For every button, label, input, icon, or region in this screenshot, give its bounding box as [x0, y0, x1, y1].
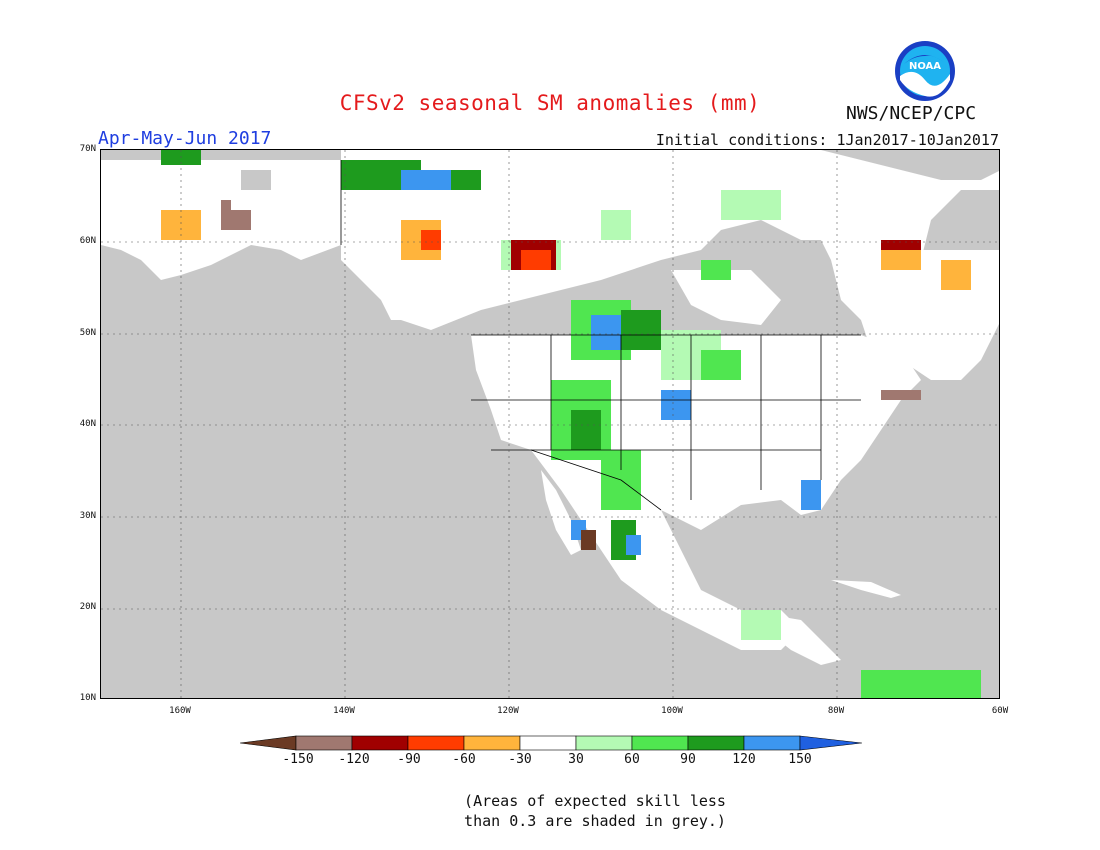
lat-label: 10N: [79, 693, 96, 703]
colorbar-label: 90: [680, 752, 696, 767]
colorbar-segment: [687, 735, 745, 751]
colorbar-segment: [631, 735, 689, 751]
lat-label: 30N: [79, 511, 96, 521]
lon-label: 100W: [661, 706, 683, 716]
colorbar-segment: [743, 735, 801, 751]
colorbar-label: 120: [732, 752, 756, 767]
colorbar-arrow-right: [799, 735, 863, 751]
political-borders: [340, 160, 861, 511]
lat-label: 50N: [79, 328, 96, 338]
skill-note-line1: (Areas of expected skill less: [464, 792, 726, 810]
lat-label: 40N: [79, 419, 96, 429]
colorbar-label: 150: [788, 752, 812, 767]
lat-label: 20N: [79, 602, 96, 612]
colorbar-label: -120: [338, 752, 370, 767]
map-canvas: [101, 150, 999, 698]
colorbar-svg: [239, 735, 863, 751]
lat-label: 70N: [79, 144, 96, 154]
colorbar-label: 30: [568, 752, 584, 767]
colorbar-segment: [295, 735, 353, 751]
colorbar-label: -60: [452, 752, 476, 767]
noaa-logo: NOAA: [894, 40, 956, 102]
land-mexico: [531, 450, 801, 650]
chart-title: CFSv2 seasonal SM anomalies (mm): [339, 91, 761, 115]
land-canada-north: [341, 150, 999, 330]
colorbar-label: 60: [624, 752, 640, 767]
land-greenland: [821, 150, 999, 180]
colorbar-segment: [463, 735, 521, 751]
colorbar-segment: [407, 735, 465, 751]
land-cuba: [831, 580, 901, 598]
logo-text: NOAA: [909, 61, 941, 72]
land-hudson-bay: [671, 270, 781, 325]
colorbar-label: -30: [508, 752, 532, 767]
initial-conditions: Initial conditions: 1Jan2017-10Jan2017: [655, 131, 999, 149]
colorbar-segment: [351, 735, 409, 751]
colorbar: [239, 733, 863, 753]
lon-label: 140W: [333, 706, 355, 716]
forecast-period: Apr-May-Jun 2017: [98, 128, 272, 149]
skill-note-line2: than 0.3 are shaded in grey.): [464, 812, 726, 830]
lon-label: 160W: [169, 706, 191, 716]
colorbar-segment: [575, 735, 633, 751]
colorbar-label: -150: [282, 752, 314, 767]
lon-label: 120W: [497, 706, 519, 716]
colorbar-label: -90: [397, 752, 421, 767]
colorbar-arrow-left: [239, 735, 297, 751]
map-panel: [100, 149, 1000, 699]
graticule: [101, 150, 999, 698]
colorbar-segment: [519, 735, 577, 751]
lat-label: 60N: [79, 236, 96, 246]
agency-label: NWS/NCEP/CPC: [846, 103, 977, 124]
lon-label: 80W: [827, 706, 845, 716]
lon-label: 60W: [991, 706, 1009, 716]
